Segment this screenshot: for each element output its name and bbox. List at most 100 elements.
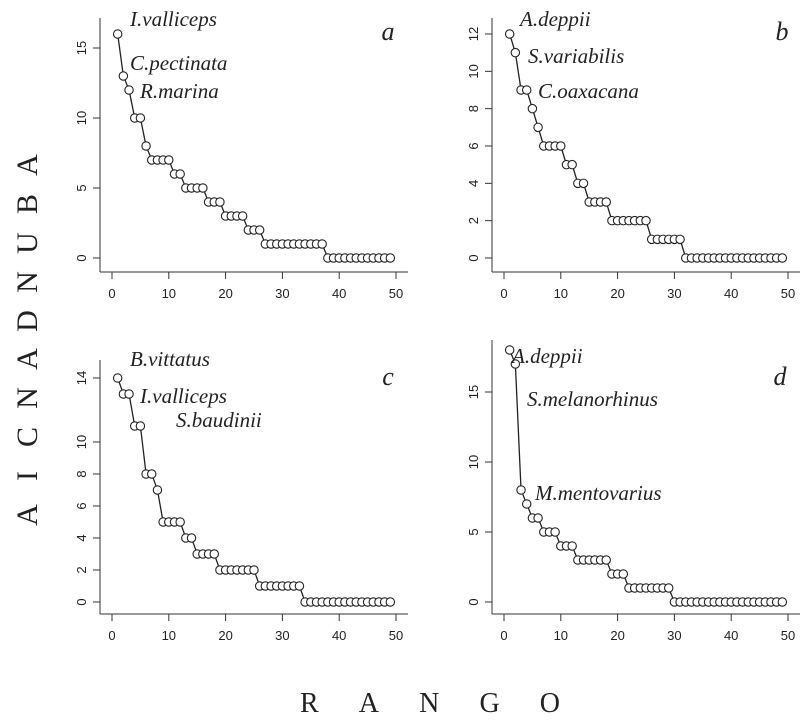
species-annotation: I.valliceps bbox=[129, 7, 217, 31]
y-tick-label: 15 bbox=[466, 385, 481, 399]
y-tick-label: 2 bbox=[74, 566, 89, 573]
x-tick-label: 30 bbox=[275, 628, 289, 643]
data-point bbox=[198, 183, 208, 193]
panel-letter: b bbox=[776, 17, 789, 46]
x-tick-label: 40 bbox=[332, 286, 346, 301]
data-point bbox=[533, 513, 543, 523]
data-point bbox=[175, 169, 185, 179]
data-point bbox=[601, 555, 611, 565]
x-tick-label: 10 bbox=[162, 286, 176, 301]
data-point bbox=[237, 211, 248, 221]
data-point bbox=[249, 565, 259, 575]
data-point bbox=[164, 155, 174, 165]
data-point bbox=[777, 597, 788, 607]
panel-a: 0 10 20 30 40 50 0 5 10 15 I.valliceps C.pectinata R… bbox=[74, 7, 408, 301]
x-axis-title-letter: R bbox=[300, 688, 319, 719]
y-tick-label: 4 bbox=[466, 180, 481, 187]
data-point bbox=[135, 113, 146, 123]
data-point bbox=[777, 253, 788, 263]
y-tick-label: 5 bbox=[466, 528, 481, 535]
y-tick-label: 8 bbox=[466, 105, 481, 112]
x-axis-title-letter: O bbox=[539, 688, 560, 719]
x-tick-label: 10 bbox=[554, 286, 568, 301]
species-annotation: R.marina bbox=[139, 79, 219, 103]
x-tick-label: 40 bbox=[332, 628, 346, 643]
species-annotation: A.deppii bbox=[518, 7, 591, 31]
data-point bbox=[124, 389, 134, 399]
data-point bbox=[215, 197, 225, 207]
data-point bbox=[521, 499, 532, 509]
x-tick-label: 0 bbox=[500, 286, 507, 301]
x-tick-label: 30 bbox=[275, 286, 289, 301]
data-point bbox=[209, 549, 219, 559]
x-tick-label: 10 bbox=[162, 628, 176, 643]
y-tick-label: 14 bbox=[74, 371, 89, 385]
y-tick-label: 10 bbox=[466, 64, 481, 78]
data-point bbox=[385, 597, 396, 607]
species-annotation: C.pectinata bbox=[130, 51, 227, 75]
data-point bbox=[112, 29, 123, 39]
data-point bbox=[385, 253, 396, 263]
panel-c: 0 10 20 30 40 50 0 2 4 6 8 10 14 B.vittatus I.vallicep… bbox=[74, 347, 408, 643]
data-point bbox=[504, 29, 515, 39]
panel-letter: a bbox=[382, 17, 395, 46]
species-annotation: S.melanorhinus bbox=[527, 387, 658, 411]
data-point bbox=[675, 234, 685, 245]
x-axis-title-letter: N bbox=[419, 688, 440, 719]
data-point bbox=[533, 122, 543, 133]
x-tick-label: 50 bbox=[389, 286, 403, 301]
x-tick-label: 20 bbox=[610, 286, 624, 301]
x-tick-label: 10 bbox=[554, 628, 568, 643]
y-tick-label: 12 bbox=[466, 27, 481, 41]
data-point bbox=[141, 141, 151, 151]
x-tick-label: 0 bbox=[108, 628, 115, 643]
data-point bbox=[147, 469, 157, 479]
y-tick-label: 2 bbox=[466, 217, 481, 224]
data-point bbox=[317, 239, 327, 249]
y-tick-label: 10 bbox=[466, 455, 481, 469]
y-tick-label: 0 bbox=[74, 254, 89, 261]
x-tick-label: 20 bbox=[610, 628, 624, 643]
species-annotation: I.valliceps bbox=[139, 384, 227, 408]
x-tick-label: 50 bbox=[781, 628, 795, 643]
x-tick-label: 20 bbox=[218, 628, 232, 643]
data-point bbox=[601, 197, 611, 207]
species-annotation: C.oaxacana bbox=[538, 79, 639, 103]
species-annotation: S.variabilis bbox=[528, 44, 624, 68]
y-tick-label: 6 bbox=[74, 502, 89, 509]
x-tick-label: 50 bbox=[389, 628, 403, 643]
x-tick-label: 30 bbox=[667, 628, 681, 643]
data-point bbox=[294, 581, 305, 591]
data-point bbox=[186, 533, 197, 543]
x-tick-label: 40 bbox=[724, 286, 738, 301]
y-tick-label: 10 bbox=[74, 111, 89, 125]
panel-d: 0 10 20 30 40 50 0 5 10 15 A.deppii S.melanorhinus M… bbox=[466, 340, 800, 643]
x-tick-label: 0 bbox=[500, 628, 507, 643]
panel-letter: d bbox=[774, 362, 788, 391]
species-annotation: B.vittatus bbox=[130, 347, 210, 371]
data-point bbox=[550, 527, 560, 537]
species-annotation: S.baudinii bbox=[176, 408, 262, 432]
data-point bbox=[175, 517, 185, 527]
data-point bbox=[510, 47, 521, 58]
data-point bbox=[118, 71, 129, 81]
x-tick-label: 40 bbox=[724, 628, 738, 643]
data-point bbox=[112, 373, 123, 383]
data-point bbox=[641, 215, 651, 226]
data-point bbox=[135, 421, 146, 431]
x-tick-label: 0 bbox=[108, 286, 115, 301]
data-point bbox=[516, 485, 526, 495]
data-point bbox=[567, 541, 577, 551]
x-axis-title-letter: G bbox=[479, 688, 500, 719]
x-tick-label: 30 bbox=[667, 286, 681, 301]
y-tick-label: 4 bbox=[74, 534, 89, 541]
species-annotation: M.mentovarius bbox=[534, 481, 662, 505]
data-point bbox=[663, 583, 674, 593]
data-point bbox=[618, 569, 629, 579]
data-point bbox=[521, 85, 532, 95]
y-tick-label: 0 bbox=[466, 598, 481, 605]
y-tick-label: 0 bbox=[466, 254, 481, 261]
data-point bbox=[504, 345, 515, 355]
x-tick-label: 20 bbox=[218, 286, 232, 301]
